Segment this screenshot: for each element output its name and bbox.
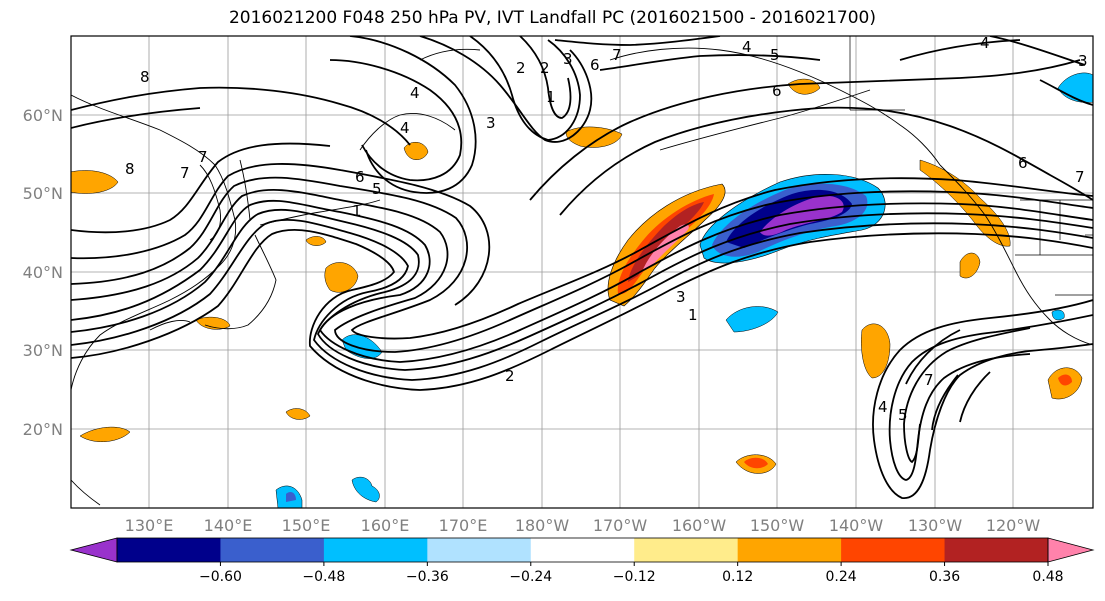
lon-label: 170°E <box>439 516 488 535</box>
colorbar-cell <box>117 538 221 562</box>
contour-label: 7 <box>612 46 622 64</box>
lat-label: 60°N <box>23 106 63 125</box>
contour-label: 2 <box>505 367 515 385</box>
colorbar-tick-label: 0.12 <box>722 569 753 585</box>
lon-label: 180°W <box>515 516 570 535</box>
colorbar-tick-label: 0.36 <box>929 569 960 585</box>
map-title: 2016021200 F048 250 hPa PV, IVT Landfall… <box>228 8 876 28</box>
colorbar-outline <box>116 537 1049 563</box>
contour-label: 7 <box>180 164 190 182</box>
lat-label: 40°N <box>23 263 63 282</box>
lat-label: 50°N <box>23 184 63 203</box>
colorbar-tick-label: −0.12 <box>613 569 656 585</box>
colorbar-tick-label: 0.48 <box>1032 569 1063 585</box>
colorbar-cell <box>841 538 946 562</box>
colorbar-cell <box>323 538 428 562</box>
contour-label: 4 <box>410 84 420 102</box>
colorbar-cell <box>737 538 842 562</box>
lon-label: 140°W <box>829 516 884 535</box>
contour-labels: 8 8 7 7 6 5 1 4 4 3 2 2 1 3 7 6 4 5 6 4 … <box>125 34 1088 424</box>
contour-label: 5 <box>898 406 908 424</box>
contour-label: 4 <box>400 119 410 137</box>
lon-label: 140°E <box>204 516 253 535</box>
lon-label: 150°W <box>750 516 805 535</box>
colorbar-tick-label: −0.24 <box>509 569 552 585</box>
contour-label: 4 <box>980 34 990 52</box>
map-border <box>70 35 1094 509</box>
lon-label: 170°W <box>593 516 648 535</box>
contour-label: 4 <box>878 398 888 416</box>
borders <box>849 36 1093 296</box>
contour-label: 1 <box>688 306 698 324</box>
contour-label: 3 <box>1078 52 1088 70</box>
lon-label: 130°W <box>908 516 963 535</box>
contour-label: 7 <box>924 371 934 389</box>
colorbar: −0.60 −0.48 −0.36 −0.24 −0.12 0.12 0.24 0.36 0.4… <box>69 537 1095 585</box>
contour-label: 2 <box>540 59 550 77</box>
lat-label: 20°N <box>23 420 63 439</box>
contour-label: 3 <box>486 114 496 132</box>
colorbar-cell <box>427 538 532 562</box>
contour-label: 1 <box>546 88 556 106</box>
contour-label: 6 <box>772 82 782 100</box>
contour-label: 7 <box>1075 168 1085 186</box>
colorbar-tick-label: 0.24 <box>826 569 857 585</box>
contour-label: 7 <box>198 148 208 166</box>
lat-label: 30°N <box>23 341 63 360</box>
colorbar-extend-max <box>1047 537 1095 563</box>
lon-label: 160°W <box>672 516 727 535</box>
contour-label: 5 <box>372 180 382 198</box>
lon-label: 160°E <box>361 516 410 535</box>
colorbar-cell <box>220 538 325 562</box>
lon-label: 120°W <box>986 516 1041 535</box>
colorbar-extend-min <box>69 537 118 563</box>
contour-label: 8 <box>125 160 135 178</box>
gridlines <box>71 36 1093 508</box>
contour-label: 3 <box>676 288 686 306</box>
colorbar-cell <box>944 538 1049 562</box>
latitude-labels: 60°N 50°N 40°N 30°N 20°N <box>23 106 63 439</box>
contour-label: 1 <box>352 202 362 220</box>
contour-label: 6 <box>590 56 600 74</box>
colorbar-cell <box>634 538 739 562</box>
pv-contours <box>71 36 1093 499</box>
colorbar-tick-label: −0.48 <box>302 569 345 585</box>
contour-label: 4 <box>742 38 752 56</box>
colorbar-tick-label: −0.60 <box>199 569 242 585</box>
colorbar-cell <box>530 538 635 562</box>
longitude-labels: 130°E 140°E 150°E 160°E 170°E 180°W 170°… <box>125 516 1041 535</box>
contour-label: 6 <box>1018 154 1028 172</box>
contour-label: 8 <box>140 68 150 86</box>
contour-label: 3 <box>563 50 573 68</box>
colorbar-tick-label: −0.36 <box>406 569 449 585</box>
lon-label: 130°E <box>125 516 174 535</box>
lon-label: 150°E <box>282 516 331 535</box>
contour-label: 6 <box>355 168 365 186</box>
contour-label: 2 <box>516 59 526 77</box>
contour-label: 5 <box>770 46 780 64</box>
